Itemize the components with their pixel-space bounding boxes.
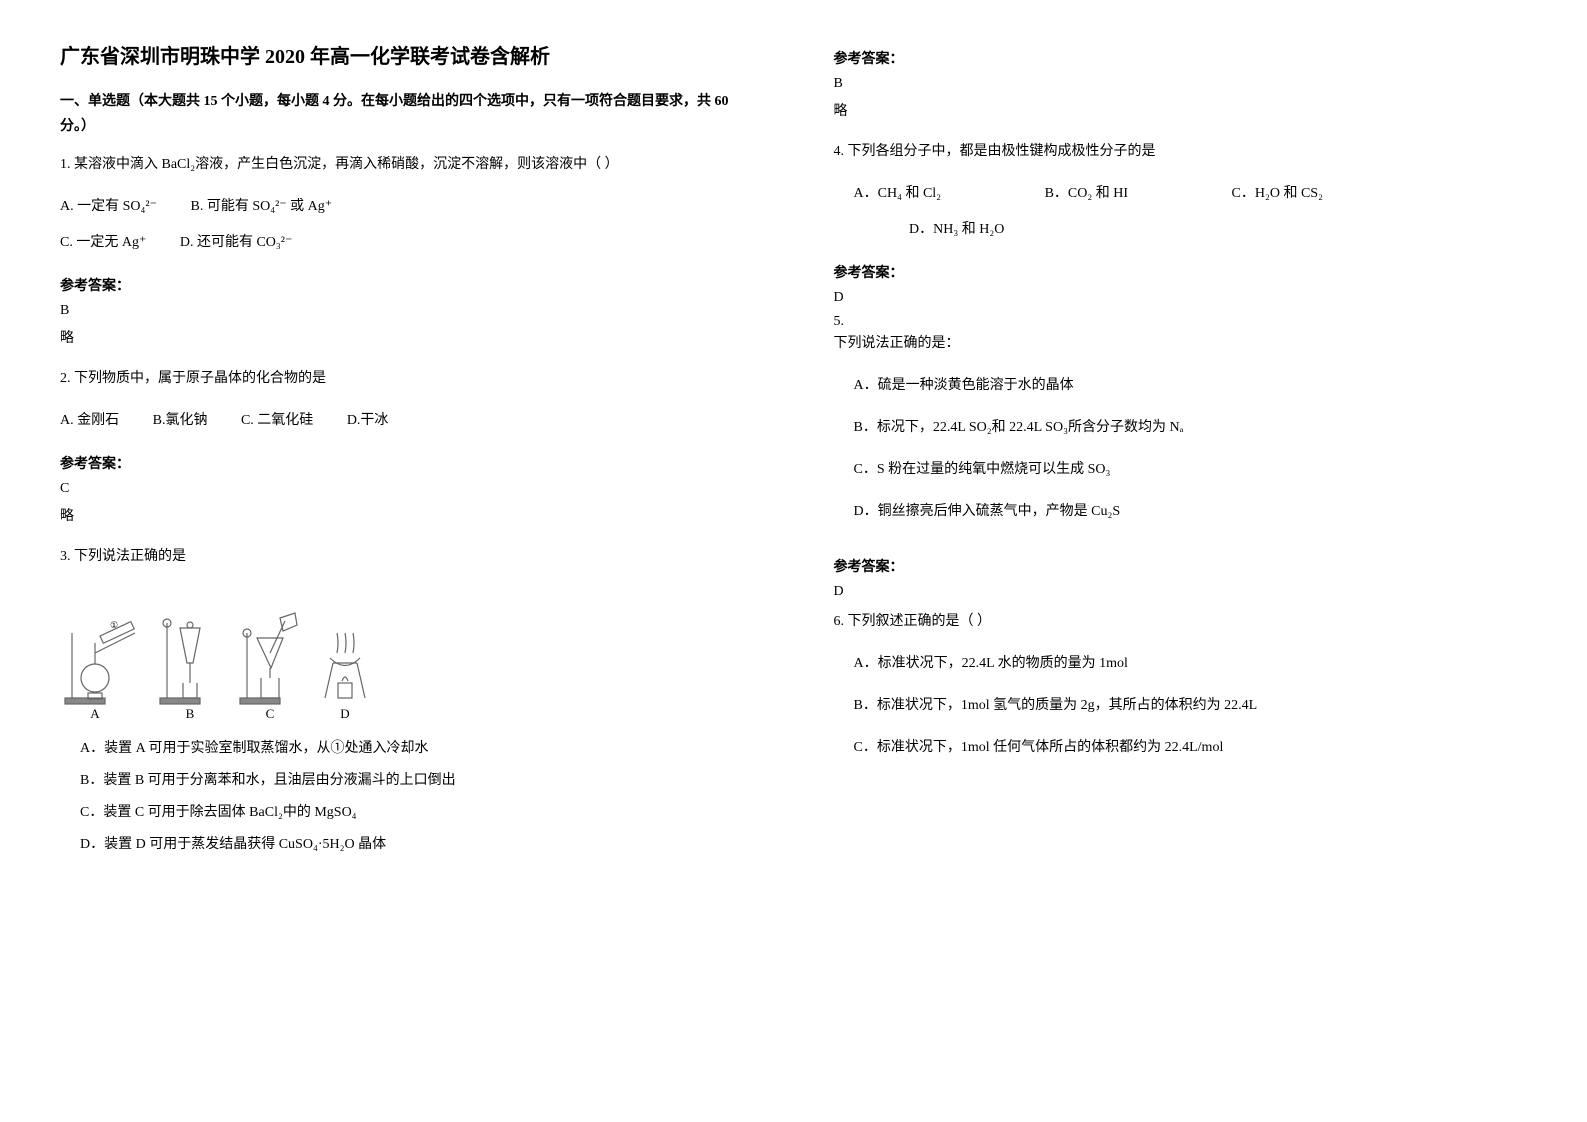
- q4-opt-a: A．CH₄ 和 Cl₂: [854, 180, 942, 208]
- q6-opt-c: C．标准状况下，1mol 任何气体所占的体积都约为 22.4L/mol: [854, 734, 1528, 762]
- q5-answer-label: 参考答案：: [834, 556, 1528, 576]
- q1-answer: B: [60, 303, 754, 319]
- q3-answer: B: [834, 76, 1528, 92]
- q1-opt-c: C. 一定无 Ag⁺: [60, 229, 146, 257]
- question-1: 1. 某溶液中滴入 BaCl₂溶液，产生白色沉淀，再滴入稀硝酸，沉淀不溶解，则该…: [60, 151, 754, 257]
- q2-text: 2. 下列物质中，属于原子晶体的化合物的是: [60, 365, 754, 393]
- q4-options: A．CH₄ 和 Cl₂ B．CO₂ 和 HI C．H₂O 和 CS₂: [834, 180, 1528, 208]
- q2-opt-d: D.干冰: [347, 407, 389, 435]
- q4-answer: D: [834, 290, 1528, 306]
- q6-opt-b: B．标准状况下，1mol 氢气的质量为 2g，其所占的体积约为 22.4L: [854, 692, 1528, 720]
- q3-figure: ① A: [60, 583, 754, 723]
- q4-options-row2: CS₂ D．NH₃ 和 H₂O: [814, 216, 1528, 244]
- right-column: 参考答案： B 略 4. 下列各组分子中，都是由极性键构成极性分子的是 A．CH…: [834, 40, 1528, 877]
- q5-answer: D: [834, 584, 1528, 600]
- q2-answer: C: [60, 481, 754, 497]
- question-2: 2. 下列物质中，属于原子晶体的化合物的是 A. 金刚石 B.氯化钠 C. 二氧…: [60, 365, 754, 435]
- q3-opt-b: B．装置 B 可用于分离苯和水，且油层由分液漏斗的上口倒出: [80, 767, 754, 795]
- fig-label-d: D: [340, 706, 349, 721]
- q3-opt-a: A．装置 A 可用于实验室制取蒸馏水，从①处通入冷却水: [80, 735, 754, 763]
- q2-opt-b: B.氯化钠: [153, 407, 208, 435]
- q6-opt-a: A．标准状况下，22.4L 水的物质的量为 1mol: [854, 650, 1528, 678]
- apparatus-figure: ① A: [60, 583, 380, 723]
- q3-options: A．装置 A 可用于实验室制取蒸馏水，从①处通入冷却水 B．装置 B 可用于分离…: [60, 735, 754, 859]
- q5-number: 5.: [834, 314, 1528, 330]
- q5-options: A．硫是一种淡黄色能溶于水的晶体 B．标况下，22.4L SO₂和 22.4L …: [834, 372, 1528, 526]
- q4-opt-b: B．CO₂ 和 HI: [1045, 180, 1128, 208]
- q1-options-row2: C. 一定无 Ag⁺ D. 还可能有 CO₃²⁻: [60, 229, 754, 257]
- question-3: 3. 下列说法正确的是 ①: [60, 543, 754, 859]
- svg-text:①: ①: [110, 620, 118, 630]
- fig-label-a: A: [90, 706, 100, 721]
- q5-opt-a: A．硫是一种淡黄色能溶于水的晶体: [854, 372, 1528, 400]
- q4-opt-c: C．H₂O 和 CS₂: [1232, 180, 1323, 208]
- q1-opt-b: B. 可能有 SO₄²⁻ 或 Ag⁺: [190, 193, 332, 221]
- page-container: 广东省深圳市明珠中学 2020 年高一化学联考试卷含解析 一、单选题（本大题共 …: [60, 40, 1527, 877]
- q3-explanation: 略: [834, 100, 1528, 120]
- q1-opt-a: A. 一定有 SO₄²⁻: [60, 193, 157, 221]
- q5-opt-b: B．标况下，22.4L SO₂和 22.4L SO₃所含分子数均为 Nₐ: [854, 414, 1528, 442]
- left-column: 广东省深圳市明珠中学 2020 年高一化学联考试卷含解析 一、单选题（本大题共 …: [60, 40, 754, 877]
- q2-opt-a: A. 金刚石: [60, 407, 119, 435]
- q6-text: 6. 下列叙述正确的是（ ）: [834, 608, 1528, 636]
- q5-text: 下列说法正确的是：: [834, 330, 1528, 358]
- q1-options: A. 一定有 SO₄²⁻ B. 可能有 SO₄²⁻ 或 Ag⁺: [60, 193, 754, 221]
- q1-text: 1. 某溶液中滴入 BaCl₂溶液，产生白色沉淀，再滴入稀硝酸，沉淀不溶解，则该…: [60, 151, 754, 179]
- q4-text: 4. 下列各组分子中，都是由极性键构成极性分子的是: [834, 138, 1528, 166]
- q2-answer-label: 参考答案：: [60, 453, 754, 473]
- question-5: 下列说法正确的是： A．硫是一种淡黄色能溶于水的晶体 B．标况下，22.4L S…: [834, 330, 1528, 526]
- q5-opt-d: D．铜丝擦亮后伸入硫蒸气中，产物是 Cu₂S: [854, 498, 1528, 526]
- q1-explanation: 略: [60, 327, 754, 347]
- q4-answer-label: 参考答案：: [834, 262, 1528, 282]
- q1-opt-d: D. 还可能有 CO₃²⁻: [180, 229, 293, 257]
- q3-text: 3. 下列说法正确的是: [60, 543, 754, 571]
- question-4: 4. 下列各组分子中，都是由极性键构成极性分子的是 A．CH₄ 和 Cl₂ B．…: [834, 138, 1528, 244]
- fig-label-b: B: [186, 706, 195, 721]
- exam-title: 广东省深圳市明珠中学 2020 年高一化学联考试卷含解析: [60, 40, 754, 69]
- q2-explanation: 略: [60, 505, 754, 525]
- q6-options: A．标准状况下，22.4L 水的物质的量为 1mol B．标准状况下，1mol …: [834, 650, 1528, 762]
- q3-opt-d: D．装置 D 可用于蒸发结晶获得 CuSO₄·5H₂O 晶体: [80, 831, 754, 859]
- fig-label-c: C: [266, 706, 275, 721]
- question-6: 6. 下列叙述正确的是（ ） A．标准状况下，22.4L 水的物质的量为 1mo…: [834, 608, 1528, 762]
- q1-answer-label: 参考答案：: [60, 275, 754, 295]
- q2-opt-c: C. 二氧化硅: [241, 407, 313, 435]
- section-1-header: 一、单选题（本大题共 15 个小题，每小题 4 分。在每小题给出的四个选项中，只…: [60, 89, 754, 139]
- q4-opt-d: D．NH₃ 和 H₂O: [909, 216, 1004, 244]
- q3-answer-label: 参考答案：: [834, 48, 1528, 68]
- q3-opt-c: C．装置 C 可用于除去固体 BaCl₂中的 MgSO₄: [80, 799, 754, 827]
- q2-options: A. 金刚石 B.氯化钠 C. 二氧化硅 D.干冰: [60, 407, 754, 435]
- q5-opt-c: C．S 粉在过量的纯氧中燃烧可以生成 SO₃: [854, 456, 1528, 484]
